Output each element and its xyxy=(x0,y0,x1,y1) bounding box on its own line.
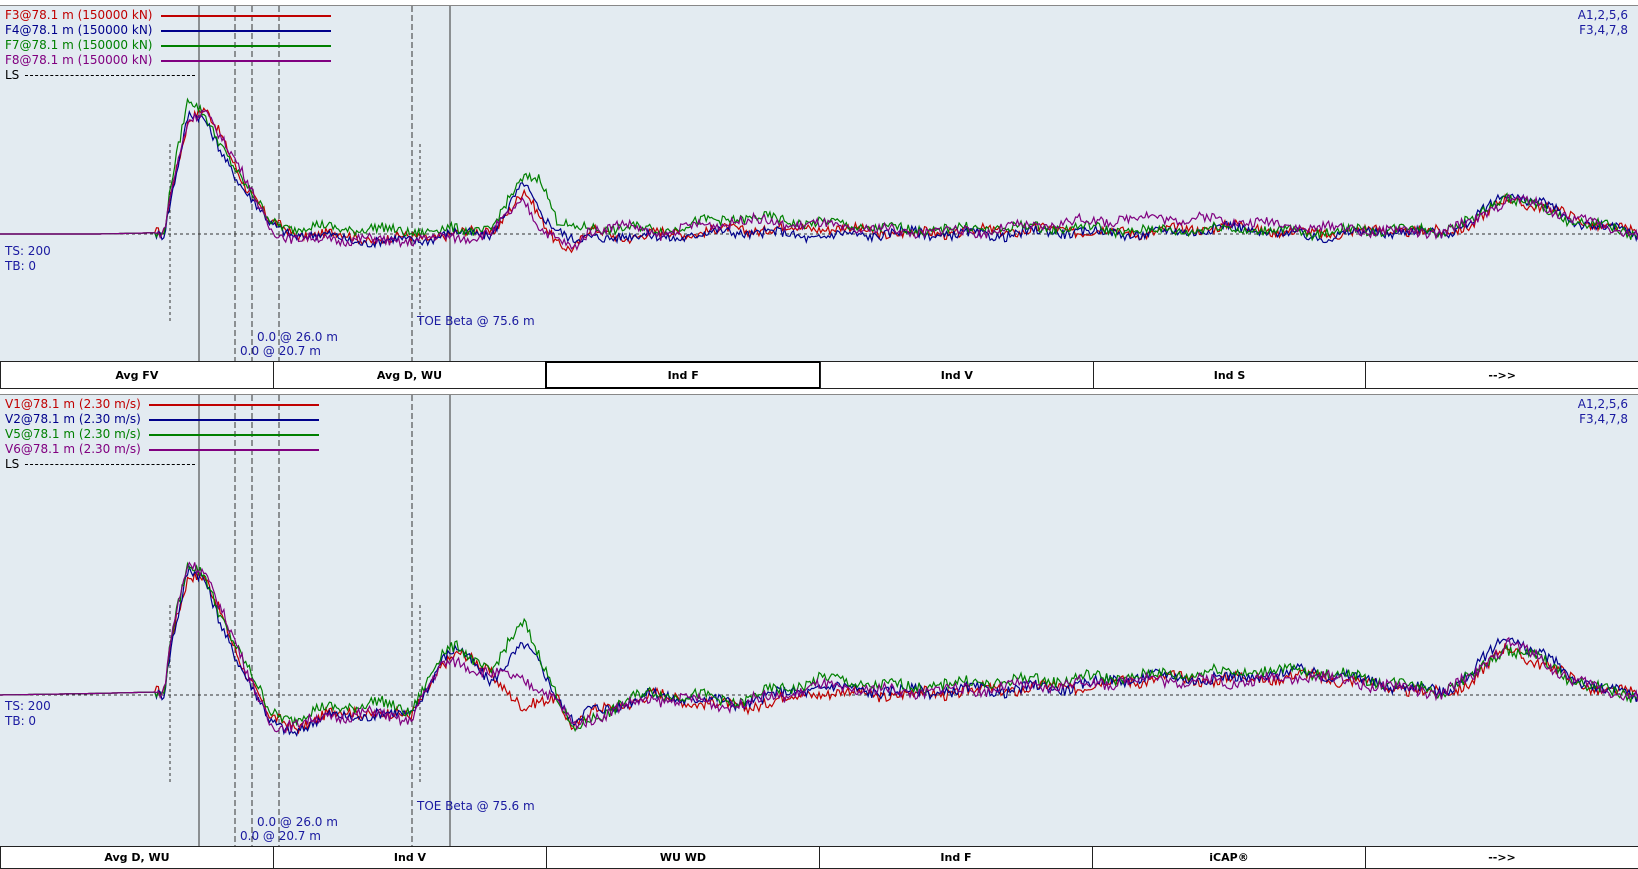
button-ind-v[interactable]: Ind V xyxy=(273,846,547,869)
legend-label: V2@78.1 m (2.30 m/s) xyxy=(5,412,141,426)
legend-label: V5@78.1 m (2.30 m/s) xyxy=(5,427,141,441)
ts-tb-info: TS: 200 TB: 0 xyxy=(5,699,51,729)
velocity-chart xyxy=(0,395,1638,846)
gauge-set-line1: A1,2,5,6 xyxy=(1577,8,1628,22)
legend-swatch xyxy=(148,448,319,451)
ls-label: LS xyxy=(5,457,20,471)
legend-item: V5@78.1 m (2.30 m/s) xyxy=(5,427,319,442)
marker-20-label: 0.0 @ 20.7 m xyxy=(240,344,321,358)
series-line xyxy=(0,561,1638,733)
series-line xyxy=(0,564,1638,738)
ls-label: LS xyxy=(5,68,20,82)
button-avg-d-wu[interactable]: Avg D, WU xyxy=(272,361,547,389)
marker-26-label: 0.0 @ 26.0 m xyxy=(257,815,338,829)
gauge-set-line2: F3,4,7,8 xyxy=(1579,412,1628,426)
legend-label: F4@78.1 m (150000 kN) xyxy=(5,23,153,37)
legend-item: V6@78.1 m (2.30 m/s) xyxy=(5,442,319,457)
force-legend: F3@78.1 m (150000 kN) F4@78.1 m (150000 … xyxy=(5,8,331,83)
force-chart-panel: F3@78.1 m (150000 kN) F4@78.1 m (150000 … xyxy=(0,5,1638,361)
legend-swatch xyxy=(148,418,319,421)
legend-label: F7@78.1 m (150000 kN) xyxy=(5,38,153,52)
legend-label: F8@78.1 m (150000 kN) xyxy=(5,53,153,67)
series-line xyxy=(0,570,1638,735)
bottom-button-bar: Avg D, WU Ind V WU WD Ind F iCAP® -->> xyxy=(0,846,1638,869)
force-chart xyxy=(0,6,1638,361)
legend-item: F8@78.1 m (150000 kN) xyxy=(5,53,331,68)
gauge-set-label: A1,2,5,6 F3,4,7,8 xyxy=(1578,397,1628,427)
series-line xyxy=(0,109,1638,252)
legend-item: V2@78.1 m (2.30 m/s) xyxy=(5,412,319,427)
legend-swatch xyxy=(160,59,331,62)
legend-swatch xyxy=(148,403,319,406)
legend-item: F4@78.1 m (150000 kN) xyxy=(5,23,331,38)
button-next[interactable]: -->> xyxy=(1365,361,1638,389)
ls-swatch xyxy=(25,75,196,76)
legend-swatch xyxy=(160,29,331,32)
velocity-legend: V1@78.1 m (2.30 m/s) V2@78.1 m (2.30 m/s… xyxy=(5,397,319,472)
legend-label: F3@78.1 m (150000 kN) xyxy=(5,8,153,22)
marker-26-label: 0.0 @ 26.0 m xyxy=(257,330,338,344)
ls-swatch xyxy=(25,464,196,465)
legend-item: F3@78.1 m (150000 kN) xyxy=(5,8,331,23)
legend-label: V6@78.1 m (2.30 m/s) xyxy=(5,442,141,456)
button-ind-v[interactable]: Ind V xyxy=(820,361,1094,389)
gauge-set-label: A1,2,5,6 F3,4,7,8 xyxy=(1578,8,1628,38)
button-next[interactable]: -->> xyxy=(1365,846,1638,869)
button-ind-s[interactable]: Ind S xyxy=(1092,361,1367,389)
ts-label: TS: 200 xyxy=(5,244,51,258)
marker-20-label: 0.0 @ 20.7 m xyxy=(240,829,321,843)
legend-ls: LS xyxy=(5,457,319,472)
legend-item: F7@78.1 m (150000 kN) xyxy=(5,38,331,53)
button-ind-f[interactable]: Ind F xyxy=(819,846,1093,869)
toe-label: TOE Beta @ 75.6 m xyxy=(417,799,535,813)
tb-label: TB: 0 xyxy=(5,259,37,273)
legend-swatch xyxy=(160,14,331,17)
tb-label: TB: 0 xyxy=(5,714,37,728)
gauge-set-line1: A1,2,5,6 xyxy=(1577,397,1628,411)
series-line xyxy=(0,561,1638,734)
ts-tb-info: TS: 200 TB: 0 xyxy=(5,244,51,274)
legend-swatch xyxy=(160,44,331,47)
series-line xyxy=(0,97,1638,242)
button-avg-fv[interactable]: Avg FV xyxy=(0,361,274,389)
button-wu-wd[interactable]: WU WD xyxy=(546,846,820,869)
gauge-set-line2: F3,4,7,8 xyxy=(1579,23,1628,37)
legend-ls: LS xyxy=(5,68,331,83)
legend-label: V1@78.1 m (2.30 m/s) xyxy=(5,397,141,411)
toe-label: TOE Beta @ 75.6 m xyxy=(417,314,535,328)
button-icap[interactable]: iCAP® xyxy=(1092,846,1366,869)
legend-item: V1@78.1 m (2.30 m/s) xyxy=(5,397,319,412)
button-avg-d-wu[interactable]: Avg D, WU xyxy=(0,846,274,869)
velocity-chart-panel: V1@78.1 m (2.30 m/s) V2@78.1 m (2.30 m/s… xyxy=(0,394,1638,846)
top-button-bar: Avg FV Avg D, WU Ind F Ind V Ind S -->> xyxy=(0,361,1638,389)
legend-swatch xyxy=(148,433,319,436)
ts-label: TS: 200 xyxy=(5,699,51,713)
button-ind-f[interactable]: Ind F xyxy=(545,361,822,389)
